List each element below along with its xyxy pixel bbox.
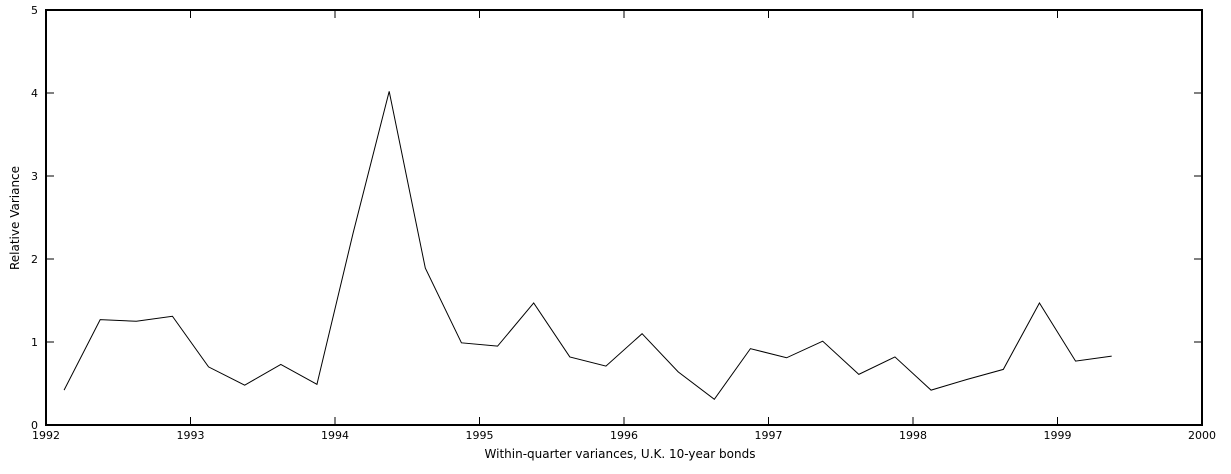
y-tick-label: 3 bbox=[31, 170, 38, 183]
y-tick-label: 5 bbox=[31, 4, 38, 17]
plot-frame bbox=[45, 9, 1203, 426]
x-tick-label: 1996 bbox=[610, 429, 638, 442]
x-tick-label: 1994 bbox=[321, 429, 349, 442]
x-tick-label: 1997 bbox=[755, 429, 783, 442]
y-tick-label: 1 bbox=[31, 336, 38, 349]
x-tick-label: 1995 bbox=[466, 429, 494, 442]
y-tick-label: 4 bbox=[31, 87, 38, 100]
data-line bbox=[63, 91, 1112, 400]
x-tick-label: 1998 bbox=[899, 429, 927, 442]
x-axis-label: Within-quarter variances, U.K. 10-year b… bbox=[485, 447, 756, 461]
y-tick-label: 2 bbox=[31, 253, 38, 266]
x-tick-label: 1992 bbox=[32, 429, 60, 442]
x-tick-label: 1993 bbox=[177, 429, 205, 442]
y-tick-label: 0 bbox=[31, 419, 38, 432]
x-tick-label: 1999 bbox=[1044, 429, 1072, 442]
x-tick-label: 2000 bbox=[1188, 429, 1216, 442]
y-axis-label: Relative Variance bbox=[8, 166, 22, 270]
